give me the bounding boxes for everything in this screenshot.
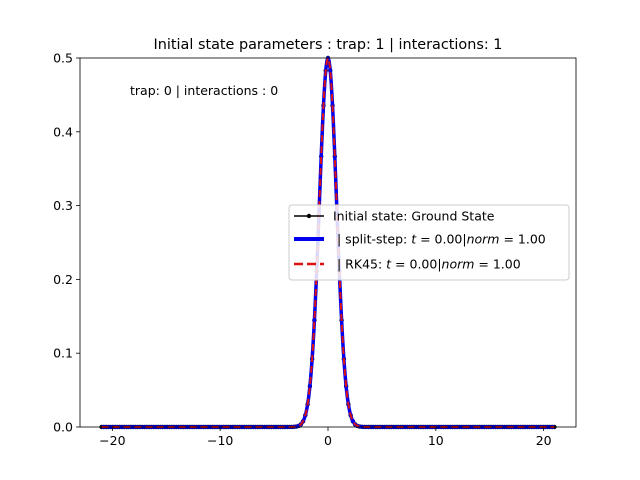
x-tick-label: 10 (428, 433, 444, 448)
x-tick-label: −20 (99, 433, 125, 448)
x-tick-label: 0 (324, 433, 332, 448)
x-axis: −20 −10 0 10 20 (99, 427, 552, 448)
y-tick-label: 0.4 (53, 124, 73, 139)
x-tick-label: 20 (536, 433, 552, 448)
y-tick-label: 0.2 (53, 272, 73, 287)
legend-label-initial-state: Initial state: Ground State (333, 209, 495, 224)
legend-box (288, 204, 570, 281)
y-tick-label: 0.0 (53, 420, 73, 435)
y-tick-label: 0.3 (53, 198, 73, 213)
chart-title: Initial state parameters : trap: 1 | int… (154, 37, 503, 53)
y-tick-label: 0.1 (53, 346, 73, 361)
legend-label-rk45: | RK45: t = 0.00|norm = 1.00 (337, 257, 521, 272)
y-tick-label: 0.5 (53, 51, 73, 66)
x-tick-label: −10 (207, 433, 233, 448)
annotation-text: trap: 0 | interactions : 0 (130, 83, 278, 98)
legend: Initial state: Ground State | split-step… (288, 204, 570, 281)
legend-label-split-step: | split-step: t = 0.00|norm = 1.00 (337, 232, 546, 247)
legend-marker-initial-state (306, 213, 312, 219)
y-axis: 0.0 0.1 0.2 0.3 0.4 0.5 (53, 51, 80, 435)
